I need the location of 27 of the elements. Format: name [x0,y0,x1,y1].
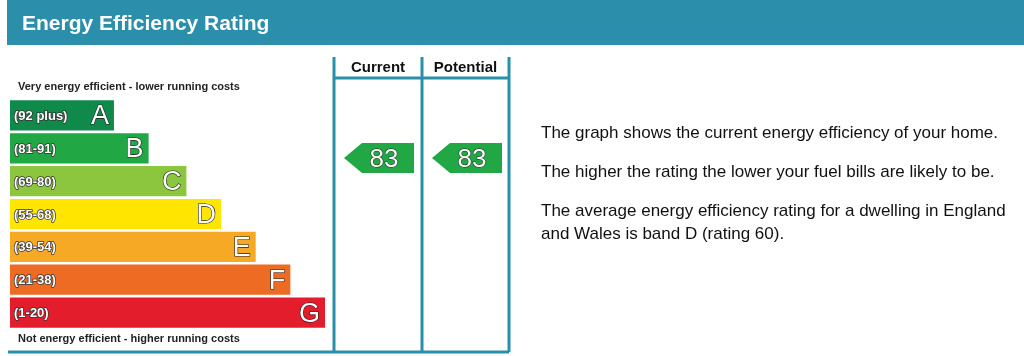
y-tick-label: (69-80) [14,173,56,189]
annotation: E [232,231,251,262]
y-tick-label: (21-38) [14,272,56,288]
y-tick-label: (81-91) [14,140,56,156]
annotation: C [161,166,182,197]
bar [10,264,291,295]
text: Potential [433,57,498,75]
chart-title: Energy Efficiency Rating [22,11,270,34]
text: Very energy efficient - lower running costs [18,80,240,92]
text: Not energy efficient - higher running costs [18,332,240,344]
text: The higher the rating the lower your fuel bills are likely to be. [541,161,996,183]
text: The graph shows the current energy efficiency of your home. [541,122,1000,144]
y-tick-label: (92 plus) [14,107,68,123]
text: Current [350,57,406,75]
text: The average energy efficiency rating for a dwelling in England and Wales is band D (rating 60). [541,200,1007,245]
bar [10,297,325,328]
annotation: B [125,133,144,164]
annotation: G [298,297,320,328]
y-tick-label: (1-20) [14,305,49,321]
bar [10,231,256,262]
annotation: A [90,100,109,131]
annotation: F [268,264,286,295]
text: 83 [457,143,487,173]
y-tick-label: (55-68) [14,206,56,222]
text: 83 [369,143,399,173]
annotation: D [196,199,217,229]
y-tick-label: (39-54) [14,239,56,255]
